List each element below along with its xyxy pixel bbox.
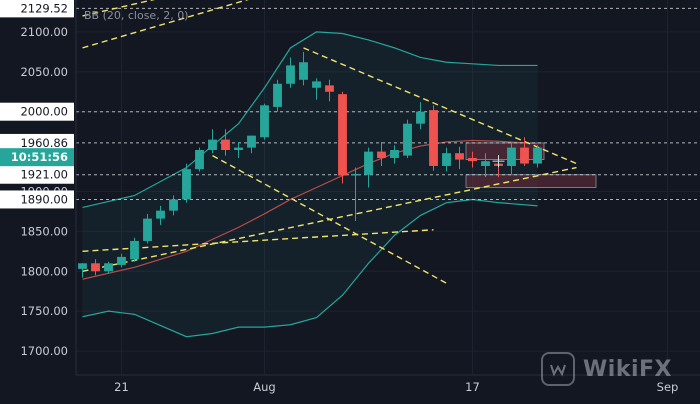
x-tick-label: Aug xyxy=(253,380,275,394)
price-tag-label: 1890.00 xyxy=(20,192,68,206)
bollinger-band-fill xyxy=(82,31,538,337)
candle-body[interactable] xyxy=(260,105,269,138)
candle-body[interactable] xyxy=(143,218,152,241)
trend-line[interactable] xyxy=(82,229,434,253)
candle-body[interactable] xyxy=(416,111,425,124)
y-tick-label: 1700.00 xyxy=(20,344,68,358)
candle-body[interactable] xyxy=(91,263,100,272)
candle-body[interactable] xyxy=(221,139,230,150)
current-price-tag[interactable] xyxy=(0,148,74,167)
x-tick-label: Sep xyxy=(657,380,679,394)
bollinger-indicator-label[interactable]: BB (20, close, 2, 0) xyxy=(84,9,189,22)
price-tag-label: 1960.86 xyxy=(20,136,68,150)
candle-body[interactable] xyxy=(377,151,386,158)
y-tick-label: 1850.00 xyxy=(20,224,68,238)
candle-body[interactable] xyxy=(195,150,204,170)
price-tag-box[interactable] xyxy=(0,190,74,209)
trend-line[interactable] xyxy=(82,0,356,49)
candle-body[interactable] xyxy=(169,199,178,211)
price-tag-box[interactable] xyxy=(0,133,74,152)
current-price-countdown: 10:51:56 xyxy=(11,150,68,164)
watermark-text: WikiFX xyxy=(583,356,672,382)
y-tick-label: 1800.00 xyxy=(20,264,68,278)
candle-body[interactable] xyxy=(234,147,243,150)
trend-line[interactable] xyxy=(212,154,447,284)
candle-body[interactable] xyxy=(104,263,113,272)
candle-body[interactable] xyxy=(520,147,529,164)
y-tick-label: 2100.00 xyxy=(20,25,68,39)
candle-body[interactable] xyxy=(78,263,87,269)
candle-body[interactable] xyxy=(156,210,165,219)
candle-body[interactable] xyxy=(533,147,542,164)
price-tag-label: 2000.00 xyxy=(20,105,68,119)
candle-body[interactable] xyxy=(481,161,490,166)
price-tag-box[interactable] xyxy=(0,165,74,184)
y-tick-label: 1750.00 xyxy=(20,304,68,318)
range-box[interactable] xyxy=(465,142,545,160)
candle-body[interactable] xyxy=(507,147,516,166)
candle-body[interactable] xyxy=(468,157,477,162)
bollinger-lower-line xyxy=(82,198,538,338)
candle-body[interactable] xyxy=(130,240,139,260)
candle-body[interactable] xyxy=(208,139,217,150)
candle-body[interactable] xyxy=(455,153,464,160)
candle-body[interactable] xyxy=(273,83,282,107)
time-scale[interactable] xyxy=(0,375,700,400)
candle-body[interactable] xyxy=(312,81,321,88)
candle-body[interactable] xyxy=(182,169,191,200)
price-tag-box[interactable] xyxy=(0,102,74,121)
candle-body[interactable] xyxy=(442,153,451,166)
candle-body[interactable] xyxy=(117,256,126,265)
candle-body[interactable] xyxy=(325,85,334,92)
x-tick-label: 17 xyxy=(465,380,480,394)
candle-body[interactable] xyxy=(247,135,256,148)
candle-body[interactable] xyxy=(299,62,308,80)
candle-body[interactable] xyxy=(338,94,347,176)
price-tag-label: 2129.52 xyxy=(20,1,68,15)
y-tick-label: 2050.00 xyxy=(20,65,68,79)
candle-body[interactable] xyxy=(286,65,295,84)
candle-body[interactable] xyxy=(351,173,360,176)
candle-body[interactable] xyxy=(364,151,373,175)
candle-body[interactable] xyxy=(390,150,399,158)
x-tick-label: 21 xyxy=(114,380,129,394)
watermark: WikiFX xyxy=(541,352,672,386)
candle-body[interactable] xyxy=(429,110,438,166)
candle-body[interactable] xyxy=(403,123,412,156)
price-tag-label: 1921.00 xyxy=(20,168,68,182)
price-tag-box[interactable] xyxy=(0,0,74,18)
watermark-logo-icon xyxy=(541,352,576,386)
